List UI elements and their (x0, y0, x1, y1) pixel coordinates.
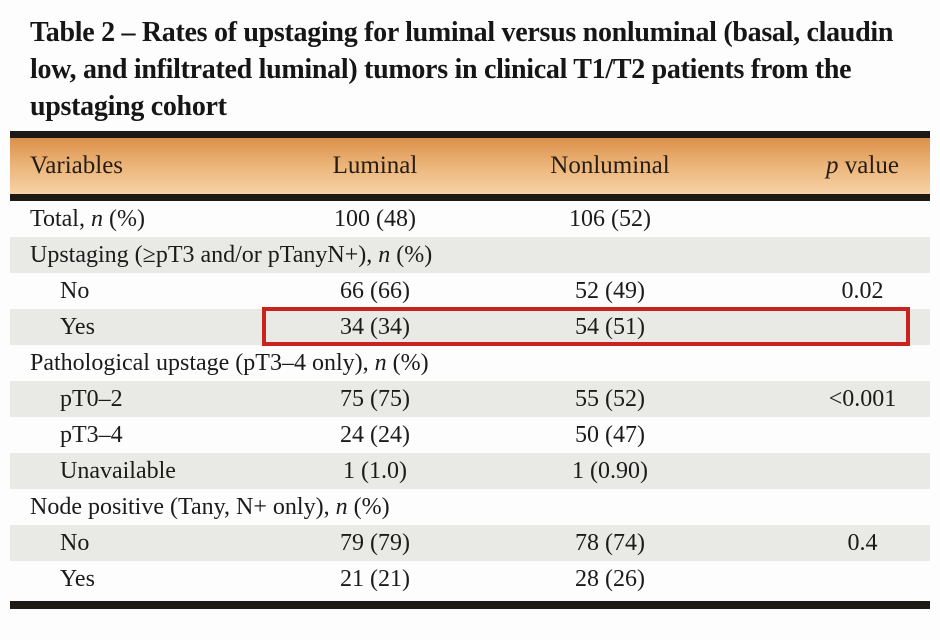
table-row: Total, n (%) 100 (48) 106 (52) (10, 201, 930, 237)
column-header-variables: Variables (30, 152, 124, 179)
cell-luminal: 66 (66) (340, 277, 410, 304)
section-row: Pathological upstage (pT3–4 only), n (%) (10, 345, 930, 381)
row-label: pT0–2 (60, 385, 123, 412)
table-body: Total, n (%) 100 (48) 106 (52) Upstaging (≥… (10, 201, 930, 597)
cell-luminal: 34 (34) (340, 313, 410, 340)
table-row: pT0–2 75 (75) 55 (52) <0.001 (10, 381, 930, 417)
table-row: No 66 (66) 52 (49) 0.02 (10, 273, 930, 309)
cell-nonluminal: 54 (51) (575, 313, 645, 340)
column-header-p-value: p value (826, 152, 899, 179)
row-label: Upstaging (≥pT3 and/or pTanyN+), n (%) (30, 241, 433, 268)
cell-pvalue: 0.4 (847, 529, 878, 556)
cell-nonluminal: 28 (26) (575, 565, 645, 592)
row-label: Total, n (%) (30, 205, 145, 232)
cell-pvalue: 0.02 (841, 277, 884, 304)
row-label: No (60, 277, 90, 304)
cell-luminal: 21 (21) (340, 565, 410, 592)
table-row: Yes 21 (21) 28 (26) (10, 561, 930, 597)
table-header-rule (10, 194, 930, 201)
cell-luminal: 24 (24) (340, 421, 410, 448)
table-caption: Table 2 – Rates of upstaging for luminal… (30, 17, 894, 122)
header-row: Variables Luminal Nonluminal p value (10, 138, 930, 194)
cell-nonluminal: 50 (47) (575, 421, 645, 448)
cell-nonluminal: 106 (52) (569, 205, 651, 232)
highlight-rectangle (262, 307, 910, 346)
cell-nonluminal: 1 (0.90) (572, 457, 648, 484)
column-header-luminal: Luminal (332, 152, 418, 179)
cell-luminal: 75 (75) (340, 385, 410, 412)
table-2: Variables Luminal Nonluminal p value Total,… (10, 131, 930, 609)
table-row: Yes 34 (34) 54 (51) (10, 307, 930, 346)
row-label: pT3–4 (60, 421, 123, 448)
row-label: Node positive (Tany, N+ only), n (%) (30, 493, 390, 520)
row-label: Yes (60, 313, 95, 340)
row-label: Unavailable (60, 457, 176, 484)
row-label: No (60, 529, 90, 556)
section-row: Upstaging (≥pT3 and/or pTanyN+), n (%) (10, 237, 930, 273)
cell-pvalue: <0.001 (828, 385, 897, 412)
cell-nonluminal: 52 (49) (575, 277, 645, 304)
cell-nonluminal: 78 (74) (575, 529, 645, 556)
cell-luminal: 1 (1.0) (343, 457, 407, 484)
cell-luminal: 79 (79) (340, 529, 410, 556)
row-label: Pathological upstage (pT3–4 only), n (%) (30, 349, 429, 376)
table-top-rule (10, 131, 930, 138)
table-bottom-rule (10, 601, 930, 609)
table-row: No 79 (79) 78 (74) 0.4 (10, 525, 930, 561)
cell-nonluminal: 55 (52) (575, 385, 645, 412)
table-row: pT3–4 24 (24) 50 (47) (10, 417, 930, 453)
row-label: Yes (60, 565, 95, 592)
column-header-nonluminal: Nonluminal (550, 152, 670, 179)
cell-luminal: 100 (48) (334, 205, 416, 232)
section-row: Node positive (Tany, N+ only), n (%) (10, 489, 930, 525)
table-row: Unavailable 1 (1.0) 1 (0.90) (10, 453, 930, 489)
